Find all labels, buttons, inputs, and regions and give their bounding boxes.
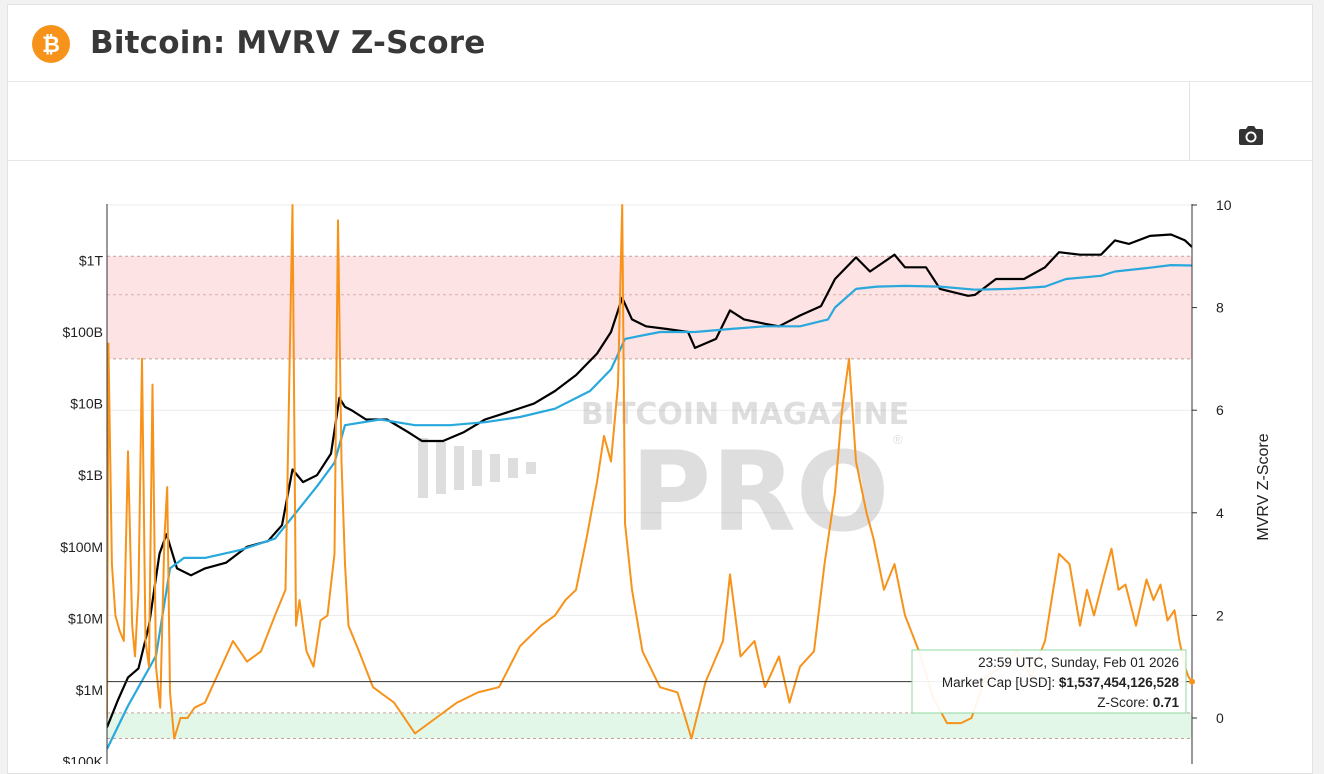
tooltip-box [911, 649, 1187, 714]
watermark-bar [526, 462, 536, 474]
page-title: Bitcoin: MVRV Z-Score [90, 25, 486, 61]
y-tick-label-right: 10 [1216, 197, 1232, 213]
current-marker [1189, 678, 1195, 685]
y-tick-label-right: 6 [1216, 402, 1224, 418]
tooltip-date: 23:59 UTC, Sunday, Feb 01 2026 [978, 655, 1179, 670]
watermark-text: BITCOIN MAGAZINE [581, 397, 909, 432]
camera-icon[interactable] [1238, 124, 1264, 146]
y-tick-label-right: 2 [1216, 607, 1224, 623]
y-tick-label-left: $1B [78, 467, 103, 483]
zone-undervalued [107, 712, 1192, 739]
watermark-bar [490, 454, 500, 482]
watermark-bar [472, 450, 482, 486]
y-tick-label-right: 4 [1216, 505, 1224, 521]
page-header: ₿ Bitcoin: MVRV Z-Score [8, 5, 1312, 82]
watermark-bar [436, 442, 446, 494]
toolbar-divider [1189, 82, 1190, 160]
series-line-1 [107, 264, 1192, 750]
tooltip-zscore: Z-Score: 0.71 [1097, 695, 1179, 710]
y-tick-label-left: $1T [79, 252, 104, 268]
watermark-text: ® [893, 432, 903, 447]
series-line-2 [107, 204, 1192, 740]
chart-card: ₿ Bitcoin: MVRV Z-Score [7, 4, 1313, 774]
y-tick-label-left: $10M [68, 610, 103, 626]
tooltip: 23:59 UTC, Sunday, Feb 01 2026 Market Cap… [911, 649, 1187, 714]
y-tick-label-left: $100K [63, 754, 104, 764]
tooltip-market-cap: Market Cap [USD]: $1,537,454,126,528 [942, 675, 1180, 690]
svg-text:₿: ₿ [42, 33, 60, 58]
watermark-bar [418, 438, 428, 498]
y-tick-label-left: $100B [63, 324, 103, 340]
watermark-text: PRO [631, 428, 890, 556]
bitcoin-icon: ₿ [32, 25, 70, 63]
chart-toolbar [8, 82, 1312, 161]
y-tick-label-left: $1M [76, 682, 103, 698]
watermark-bar [454, 446, 464, 490]
y-tick-label-left: $100M [60, 539, 103, 555]
y-tick-label-right: 8 [1216, 300, 1224, 316]
y-axis-title-right: MVRV Z-Score [1255, 433, 1272, 540]
watermark-bar [508, 458, 518, 478]
y-tick-label-left: $10B [70, 396, 103, 412]
zone-overvalued [107, 256, 1192, 359]
y-tick-label-right: 0 [1216, 710, 1224, 726]
